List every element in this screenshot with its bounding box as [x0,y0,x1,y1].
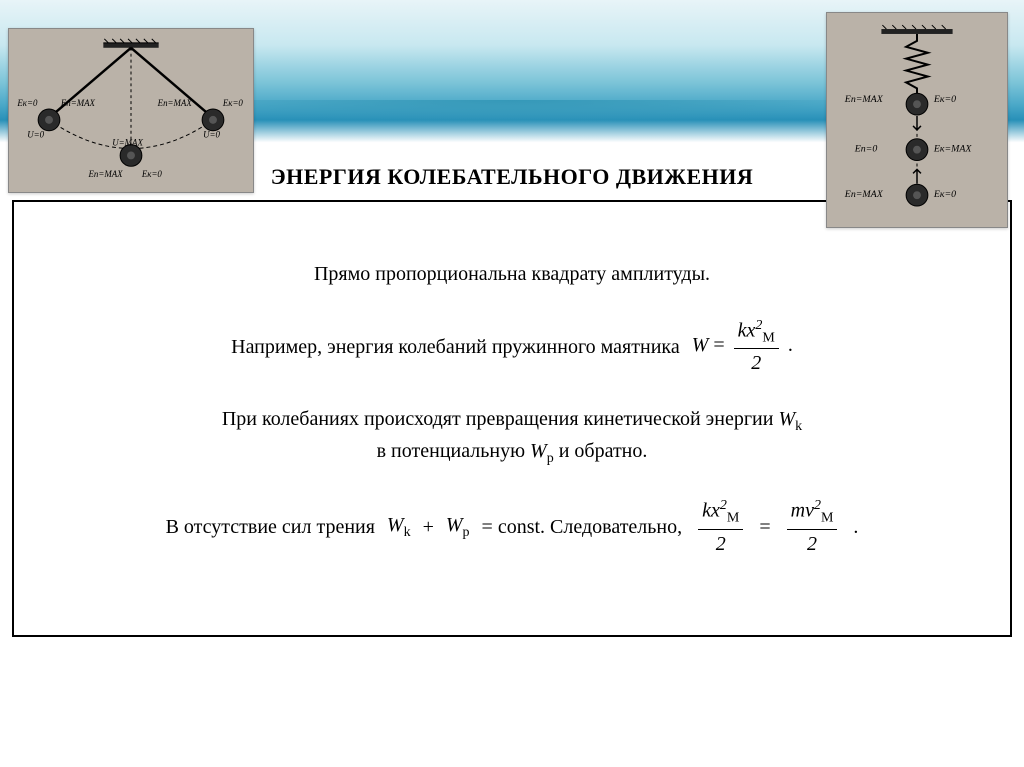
period: . [788,334,793,356]
label: Eп=MAX [844,189,884,200]
label: Eк=0 [933,94,956,105]
equals-sign: = [713,334,724,356]
line2-prefix: Например, энергия колебаний пружинного м… [231,333,680,361]
spring-svg: Eп=MAX Eк=0 Eп=0 Eк=MAX Eп=MAX Eк=0 [827,13,1007,227]
text-line-2: Например, энергия колебаний пружинного м… [54,316,970,377]
text-line-3: При колебаниях происходят превращения ки… [54,405,970,468]
fraction-2b: mv2M 2 [787,496,838,557]
label: Eп=MAX [60,98,96,108]
label: Eп=MAX [844,94,884,105]
label: Eп=0 [854,144,878,155]
label: Eк=MAX [933,144,973,155]
label: Eк=0 [16,98,38,108]
text-line-4: В отсутствие сил трения Wk + Wp = const.… [54,496,970,557]
fraction-1: kx2M 2 [734,316,779,377]
label: U=0 [203,130,220,140]
label: U=MAX [112,138,143,148]
fraction-2a: kx2M 2 [698,496,743,557]
page-title: ЭНЕРГИЯ КОЛЕБАТЕЛЬНОГО ДВИЖЕНИЯ [0,164,1024,190]
content-box: Прямо пропорциональна квадрату амплитуды… [12,200,1012,637]
label: Eк=0 [222,98,244,108]
label: U=0 [27,130,44,140]
label: Eк=0 [933,189,956,200]
spring-diagram: Eп=MAX Eк=0 Eп=0 Eк=MAX Eп=MAX Eк=0 [826,12,1008,228]
formula-W: W [692,334,709,356]
label: Eп=MAX [157,98,193,108]
text-line-1: Прямо пропорциональна квадрату амплитуды… [54,260,970,288]
